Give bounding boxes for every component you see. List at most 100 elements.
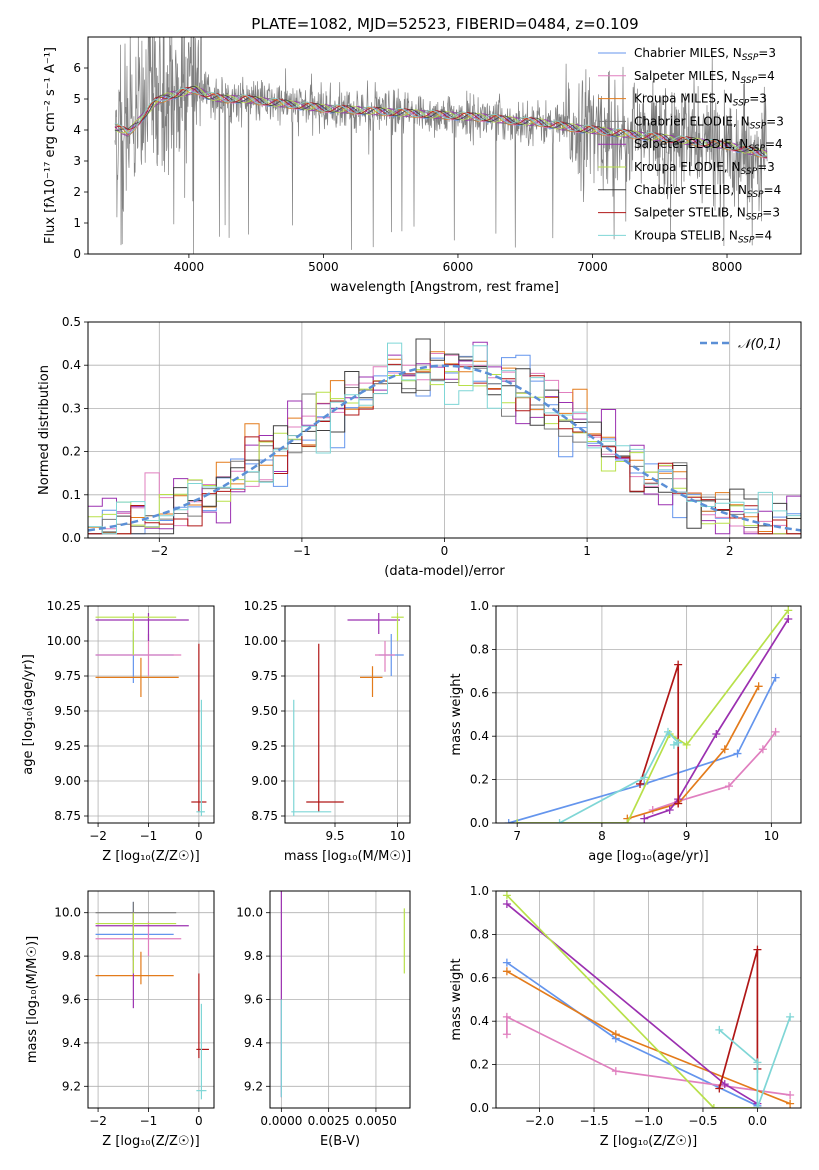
histogram-7 (88, 363, 801, 535)
y-tick-label: 0.8 (470, 927, 489, 941)
plot-area (502, 891, 795, 1108)
y-tick-label: 9.25 (54, 739, 81, 753)
x-tick-label: −2 (89, 1114, 107, 1128)
y-axis-label: age [log₁₀(age/yr)] (21, 654, 36, 775)
plus-marker (502, 967, 511, 976)
plus-marker (720, 745, 729, 754)
spectrum-data-line (114, 37, 768, 254)
weight-line-salpeter-miles (502, 1012, 795, 1099)
point-kroupa-stelib (291, 699, 332, 816)
plus-marker (771, 727, 780, 736)
x-axis-label: wavelength [Angstrom, rest frame] (330, 280, 559, 295)
point-kroupa-stelib (196, 1003, 207, 1100)
y-tick-label: 3 (73, 154, 81, 168)
x-axis-label: E(B-V) (320, 1134, 360, 1149)
plus-marker (786, 1099, 795, 1108)
y-tick-label: 9.6 (244, 993, 263, 1007)
y-tick-label: 0 (73, 247, 81, 261)
line (718, 949, 759, 1089)
plot-area (280, 891, 405, 1098)
plot-area (291, 613, 404, 816)
x-tick-label: 8 (598, 829, 606, 843)
y-tick-label: 0.2 (470, 773, 489, 787)
axes-frame (495, 890, 802, 1109)
x-tick-label: 0 (441, 544, 449, 558)
point-salpeter-miles (375, 641, 395, 672)
panel-weight-vs-age: 7 8 9 10 0.0 0.2 0.4 0.6 0.8 1.0 age [log₁₀(age/yr… (449, 599, 802, 864)
legend-label: Chabrier ELODIE, NSSP=3 (634, 114, 784, 131)
plus-marker (669, 740, 678, 749)
x-tick-label: 0.0025 (308, 1114, 350, 1128)
y-tick-label: 9.50 (54, 704, 81, 718)
plus-marker (753, 945, 762, 954)
y-tick-label: 0.4 (62, 358, 81, 372)
legend: Chabrier MILES, NSSP=3 Salpeter MILES, NS… (598, 46, 784, 245)
weight-line-kroupa-miles (623, 682, 763, 823)
model-line-7 (114, 86, 768, 159)
plus-marker (674, 738, 683, 747)
line (506, 1015, 791, 1096)
plus-marker (611, 1067, 620, 1076)
y-tick-label: 0.2 (62, 445, 81, 459)
y-tick-label: 8.75 (54, 809, 81, 823)
y-tick-label: 0.3 (62, 401, 81, 415)
gaussian-reference-line (88, 364, 801, 532)
y-tick-label: 9.00 (54, 774, 81, 788)
plus-marker (636, 779, 645, 788)
plot-area (88, 338, 801, 535)
weight-line-salpeter-elodie (640, 615, 793, 823)
plus-marker (640, 814, 649, 823)
y-tick-label: 0.5 (62, 315, 81, 329)
x-axis-label: (data-model)/error (384, 564, 505, 579)
line (506, 894, 758, 1108)
point-salpeter-elodie (347, 613, 400, 634)
x-tick-label: −1.5 (579, 1114, 608, 1128)
x-axis-label: mass [log₁₀(M/M☉)] (284, 849, 411, 864)
y-tick-label: 8.75 (251, 809, 278, 823)
y-axis-label: mass weight (449, 958, 464, 1040)
y-tick-label: 0.4 (470, 1014, 489, 1028)
plus-marker (674, 799, 683, 808)
legend-label: Kroupa STELIB, NSSP=4 (634, 228, 772, 245)
y-tick-label: 9.6 (62, 993, 81, 1007)
y-tick-label: 10.25 (47, 599, 81, 613)
plus-marker (771, 673, 780, 682)
y-tick-label: 0.4 (470, 729, 489, 743)
y-tick-label: 10.25 (244, 599, 278, 613)
x-axis-label: age [log₁₀(age/yr)] (588, 849, 709, 864)
x-tick-label: −1.0 (634, 1114, 663, 1128)
x-tick-label: 0 (195, 1114, 203, 1128)
plus-marker (663, 727, 672, 736)
x-tick-label: 7 (513, 829, 521, 843)
y-tick-label: 0.8 (470, 642, 489, 656)
plus-marker (720, 1080, 729, 1089)
y-tick-label: 9.8 (62, 949, 81, 963)
y-tick-label: 9.8 (244, 949, 263, 963)
x-tick-label: −0.5 (688, 1114, 717, 1128)
point-kroupa-elodie (95, 613, 177, 655)
x-tick-label: 0.0050 (355, 1114, 397, 1128)
y-tick-label: 1 (73, 216, 81, 230)
y-tick-label: 0.6 (470, 971, 489, 985)
y-tick-label: 2 (73, 185, 81, 199)
point-salpeter-miles (95, 634, 182, 676)
x-tick-label: −2.0 (525, 1114, 554, 1128)
y-tick-label: 9.00 (251, 774, 278, 788)
plus-marker (502, 900, 511, 909)
grid (496, 605, 801, 824)
x-axis-label: Z [log₁₀(Z/Z☉)] (102, 849, 199, 864)
weight-line-salpeter-stelib (636, 660, 683, 808)
plus-marker (784, 606, 793, 615)
y-tick-label: 9.75 (54, 669, 81, 683)
plot-area (95, 613, 207, 816)
point-kroupa-stelib (196, 699, 205, 816)
model-line-8 (114, 87, 768, 157)
line (652, 731, 777, 811)
y-tick-label: 9.2 (62, 1079, 81, 1093)
y-tick-label: 0.1 (62, 488, 81, 502)
plus-marker (502, 891, 511, 900)
x-tick-label: −2 (150, 544, 168, 558)
weight-line-kroupa-stelib (555, 727, 683, 823)
plus-marker (724, 782, 733, 791)
plot-area (114, 37, 768, 254)
